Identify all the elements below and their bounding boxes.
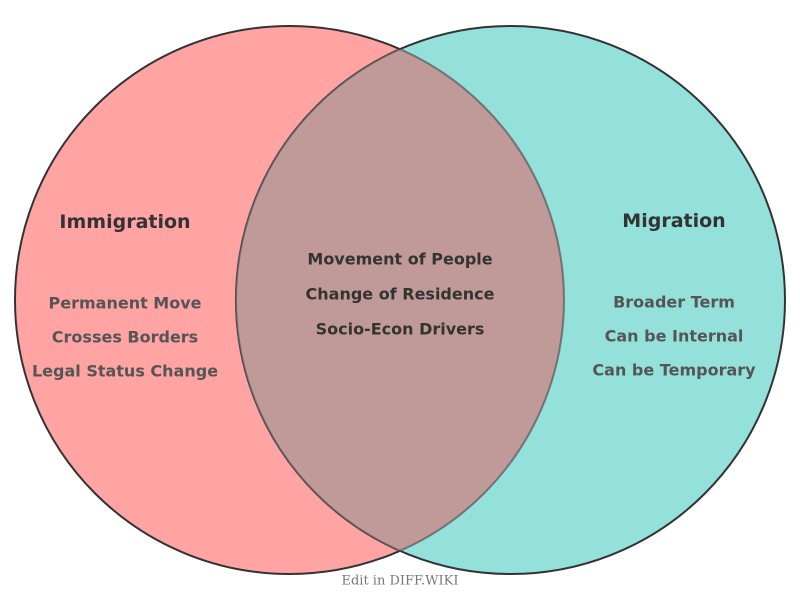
immigration-item: Permanent Move — [48, 293, 202, 313]
overlap-left-arc — [236, 26, 565, 574]
migration-title: Migration — [622, 210, 726, 232]
migration-item: Broader Term — [613, 292, 735, 312]
overlap-region — [235, 26, 564, 574]
overlap-item: Socio-Econ Drivers — [315, 319, 485, 339]
immigration-item: Crosses Borders — [51, 327, 199, 347]
migration-item: Can be Temporary — [592, 360, 756, 380]
immigration-title: Immigration — [59, 211, 191, 233]
immigration-item: Legal Status Change — [31, 361, 219, 381]
edit-link[interactable]: Edit in DIFF.WIKI — [341, 573, 459, 589]
overlap-item: Movement of People — [307, 249, 493, 269]
migration-item: Can be Internal — [604, 326, 744, 346]
overlap-item: Change of Residence — [305, 284, 495, 304]
